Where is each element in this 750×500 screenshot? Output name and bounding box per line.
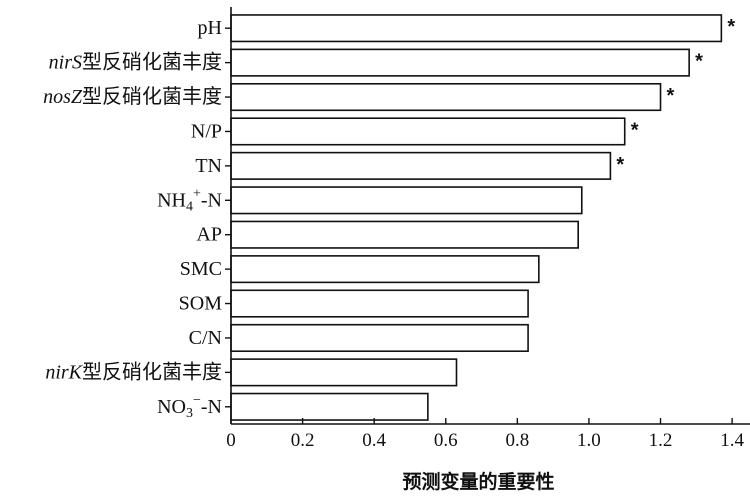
category-label: NO3−-N <box>157 392 222 420</box>
gene-suffix: 型反硝化菌丰度 <box>82 51 222 74</box>
x-tick-label: 1.2 <box>649 430 673 451</box>
x-tick-label: 1.4 <box>720 430 744 451</box>
category-label: SMC <box>180 258 222 280</box>
x-tick-label: 0.8 <box>505 430 529 451</box>
bar <box>230 151 612 180</box>
category-label: NH4+-N <box>157 186 222 214</box>
significance-marker: * <box>616 154 624 176</box>
category-label: pH <box>198 17 222 39</box>
bar <box>230 186 583 215</box>
gene-suffix: 型反硝化菌丰度 <box>82 360 222 383</box>
gene-name: nosZ <box>43 86 83 108</box>
x-tick-label: 0.4 <box>362 430 386 451</box>
category-label: nirS型反硝化菌丰度 <box>49 51 222 74</box>
bar <box>230 48 690 77</box>
category-label: AP <box>196 224 222 246</box>
bar <box>230 220 579 249</box>
significance-marker: * <box>727 16 735 38</box>
category-label: nirK型反硝化菌丰度 <box>45 360 222 383</box>
x-tick-label: 0.2 <box>291 430 315 451</box>
bar <box>230 289 529 318</box>
x-axis-title: 预测变量的重要性 <box>402 470 554 493</box>
bar <box>230 323 529 353</box>
category-label: C/N <box>189 327 222 349</box>
gene-name: nirK <box>45 361 83 383</box>
axes-layer <box>225 7 750 425</box>
category-label: TN <box>195 155 222 177</box>
bar <box>230 255 540 284</box>
bars-layer <box>230 14 723 421</box>
x-tick-label: 1.0 <box>577 430 601 451</box>
significance-marker: * <box>695 51 703 73</box>
bar <box>230 82 662 112</box>
significance-marker: * <box>631 119 639 141</box>
bar <box>230 358 458 387</box>
x-tick-label: 0.6 <box>434 430 458 451</box>
bar <box>230 392 429 421</box>
significance-marker: * <box>667 85 675 107</box>
x-tick-label: 0 <box>226 430 236 451</box>
category-label: nosZ型反硝化菌丰度 <box>43 85 222 108</box>
labels-layer: pH *nirS型反硝化菌丰度 *nosZ型反硝化菌丰度 *N/P *TN *NH4+-N… <box>43 16 744 451</box>
bar <box>230 14 723 43</box>
gene-name: nirS <box>49 52 82 74</box>
bar <box>230 117 626 146</box>
category-label: N/P <box>191 120 222 142</box>
category-label: SOM <box>179 293 223 315</box>
gene-suffix: 型反硝化菌丰度 <box>82 85 222 108</box>
